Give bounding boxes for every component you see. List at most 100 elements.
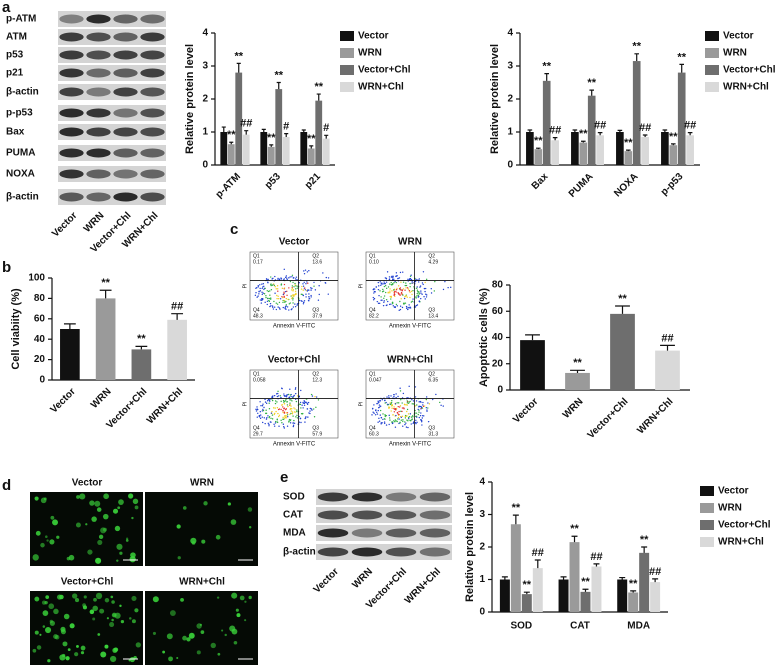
flow-dot: [414, 280, 417, 283]
cell: [100, 651, 107, 658]
flow-dot: [376, 402, 378, 405]
flow-dot: [403, 297, 406, 300]
flow-dot: [391, 290, 393, 292]
flow-dot: [372, 296, 374, 299]
flow-dot: [300, 389, 302, 392]
flow-dot: [388, 407, 390, 410]
y-tick-label: 20: [34, 354, 46, 365]
flow-dot: [288, 418, 291, 421]
flow-dot: [277, 392, 279, 395]
flow-dot: [404, 404, 406, 406]
error-bar: [269, 144, 274, 147]
flow-dot: [277, 278, 279, 280]
blot-row-label: p-p53: [6, 108, 33, 119]
blot-lane-label: WRN: [82, 210, 107, 235]
flow-dot: [294, 387, 297, 389]
blot-band: [86, 127, 111, 137]
error-bar: [679, 63, 685, 73]
y-tick-label: 2: [507, 94, 513, 105]
cell: [152, 596, 159, 603]
cell: [231, 628, 238, 635]
y-axis-label: Relative protein level: [489, 44, 501, 154]
flow-dot: [273, 394, 276, 397]
flow-dot: [410, 423, 412, 425]
flow-dot: [390, 410, 392, 412]
bar: [580, 591, 591, 612]
flow-dot: [427, 402, 429, 404]
blot-band: [86, 192, 111, 202]
flow-dot: [406, 415, 408, 417]
flow-dot: [405, 426, 408, 428]
flow-dot: [424, 298, 426, 300]
flow-dot: [415, 304, 418, 307]
significance-label: **: [512, 502, 521, 514]
flow-dot: [409, 413, 412, 415]
y-tick-label: 0: [507, 160, 513, 171]
error-bar: [634, 53, 640, 62]
flow-dot: [419, 414, 422, 417]
cell: [109, 622, 115, 628]
panel-label: b: [2, 259, 11, 276]
flow-dot: [395, 420, 397, 422]
flow-dot: [256, 296, 258, 298]
flow-dot: [389, 292, 391, 294]
error-bar: [284, 133, 289, 137]
blot-band: [140, 14, 165, 24]
error-bar: [261, 128, 266, 132]
significance-label: ##: [532, 547, 544, 559]
flow-dot: [264, 287, 266, 290]
cell: [128, 493, 134, 499]
flow-dot: [415, 422, 417, 425]
flow-dot: [378, 417, 380, 420]
blot-band: [317, 528, 349, 538]
cell: [52, 519, 59, 526]
flow-dot: [434, 280, 436, 283]
error-bar: [221, 126, 226, 132]
cell: [69, 623, 75, 629]
flow-dot: [380, 284, 382, 286]
flow-dot: [382, 288, 384, 291]
y-tick-label: 3: [479, 509, 485, 520]
quadrant-label: Q4: [369, 307, 376, 313]
flow-dot: [284, 276, 287, 279]
flow-dot: [285, 305, 287, 307]
significance-label: ##: [684, 120, 696, 132]
flow-dot: [283, 287, 286, 289]
flow-dot: [259, 284, 261, 286]
flow-dot: [288, 303, 291, 305]
y-tick-label: 0: [202, 160, 208, 171]
flow-dot: [400, 419, 403, 421]
blot-strip: [58, 47, 166, 63]
x-tick-label: MDA: [627, 621, 650, 632]
flow-dot: [271, 284, 274, 286]
flow-dot: [408, 289, 411, 292]
legend-swatch: [340, 65, 354, 75]
cell: [191, 541, 196, 545]
flow-dot: [286, 306, 289, 308]
flow-dot: [286, 425, 289, 427]
flow-dot: [401, 407, 404, 409]
flow-dot: [287, 405, 289, 408]
significance-label: **: [677, 51, 686, 63]
quadrant-label: Q1: [253, 371, 260, 377]
flow-dot: [274, 422, 277, 424]
flow-dot: [304, 289, 307, 291]
quadrant-value: 82.2: [369, 313, 379, 319]
flow-dot: [390, 281, 392, 284]
error-bar: [593, 563, 600, 567]
flow-dot: [373, 292, 375, 294]
flow-dot: [395, 272, 398, 274]
flow-dot: [303, 272, 306, 275]
flow-dot: [399, 399, 402, 401]
flow-dot: [286, 414, 289, 416]
flow-dot: [262, 292, 264, 294]
flow-dot: [282, 423, 285, 425]
flow-dot: [283, 400, 286, 402]
cell: [60, 626, 66, 632]
cell: [32, 648, 37, 653]
flow-dot: [291, 396, 294, 398]
cell: [203, 501, 208, 506]
micrograph-title: WRN: [190, 478, 214, 489]
cell: [49, 620, 55, 626]
flow-dot: [407, 402, 410, 404]
